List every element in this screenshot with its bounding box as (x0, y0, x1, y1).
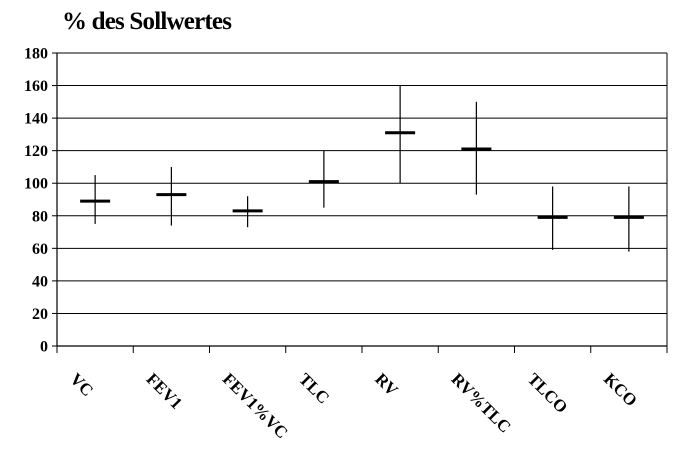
x-tick-label: VC (66, 369, 97, 400)
y-tick-label: 180 (24, 46, 48, 63)
y-tick-label: 140 (24, 111, 48, 128)
x-tick-label: FEV1%VC (219, 369, 292, 442)
x-tick-label: RV (371, 369, 402, 400)
y-tick-label: 0 (40, 339, 48, 356)
x-tick-label: TLCO (524, 369, 572, 417)
y-tick-label: 80 (32, 208, 48, 225)
y-tick-label: 120 (24, 143, 48, 160)
y-tick-label: 160 (24, 78, 48, 95)
x-tick-label: FEV1 (143, 369, 186, 412)
y-tick-label: 20 (32, 306, 48, 323)
chart-title: % des Sollwertes (62, 8, 232, 35)
y-tick-label: 100 (24, 176, 48, 193)
y-tick-label: 60 (32, 241, 48, 258)
x-tick-label: RV%TLC (448, 369, 515, 436)
x-tick-label: TLC (295, 369, 333, 407)
y-tick-label: 40 (32, 273, 48, 290)
x-tick-label: KCO (600, 369, 641, 410)
